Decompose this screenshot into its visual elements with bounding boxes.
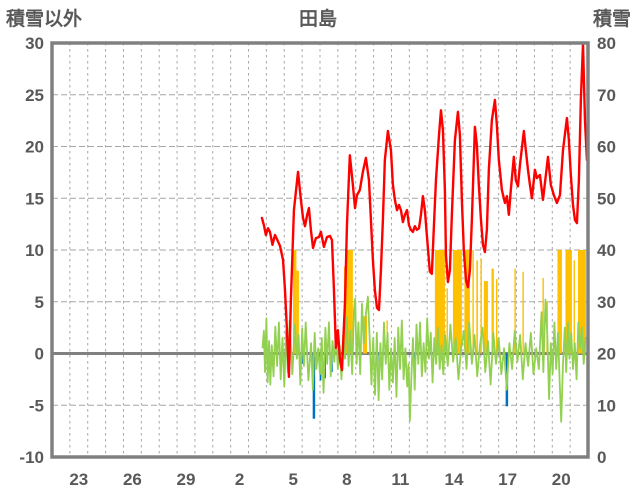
x-tick-label: 14 (445, 470, 464, 489)
right-tick-labels: 80 70 60 50 40 30 20 10 0 (597, 34, 616, 467)
x-tick-label: 2 (235, 470, 244, 489)
x-tick-label: 11 (391, 470, 409, 489)
x-tick-label: 26 (123, 470, 142, 489)
x-tick-label: 17 (498, 470, 517, 489)
right-tick-label: 50 (597, 189, 616, 208)
green-line (261, 295, 588, 423)
left-tick-label: 25 (25, 86, 44, 105)
left-tick-labels: 30 25 20 15 10 5 0 -5 -10 (19, 34, 44, 467)
right-tick-label: 80 (597, 34, 616, 53)
right-tick-label: 40 (597, 241, 616, 260)
plot-border (50, 41, 590, 459)
x-tick-labels: 23 26 29 2 5 8 11 14 17 20 (69, 470, 570, 489)
right-axis-title: 積雪 (592, 9, 631, 30)
red-line (260, 43, 588, 378)
right-tick-label: 10 (597, 396, 616, 415)
left-tick-label: 10 (25, 241, 44, 260)
right-tick-label: 0 (597, 448, 606, 467)
right-tick-label: 30 (597, 293, 616, 312)
left-tick-label: 30 (25, 34, 44, 53)
right-tick-label: 70 (597, 86, 616, 105)
left-tick-label: 15 (25, 189, 44, 208)
right-tick-label: 60 (597, 138, 616, 157)
left-tick-label: 0 (35, 345, 44, 364)
x-tick-label: 5 (288, 470, 297, 489)
left-tick-label: -10 (19, 448, 44, 467)
left-tick-label: 5 (35, 293, 44, 312)
left-axis-title: 積雪以外 (6, 9, 83, 30)
x-tick-label: 8 (342, 470, 351, 489)
x-tick-label: 29 (177, 470, 196, 489)
right-tick-label: 20 (597, 345, 616, 364)
left-tick-label: 20 (25, 138, 44, 157)
x-tick-label: 23 (69, 470, 88, 489)
left-tick-label: -5 (29, 396, 44, 415)
chart-title: 田島 (298, 9, 337, 30)
x-tick-label: 20 (552, 470, 571, 489)
